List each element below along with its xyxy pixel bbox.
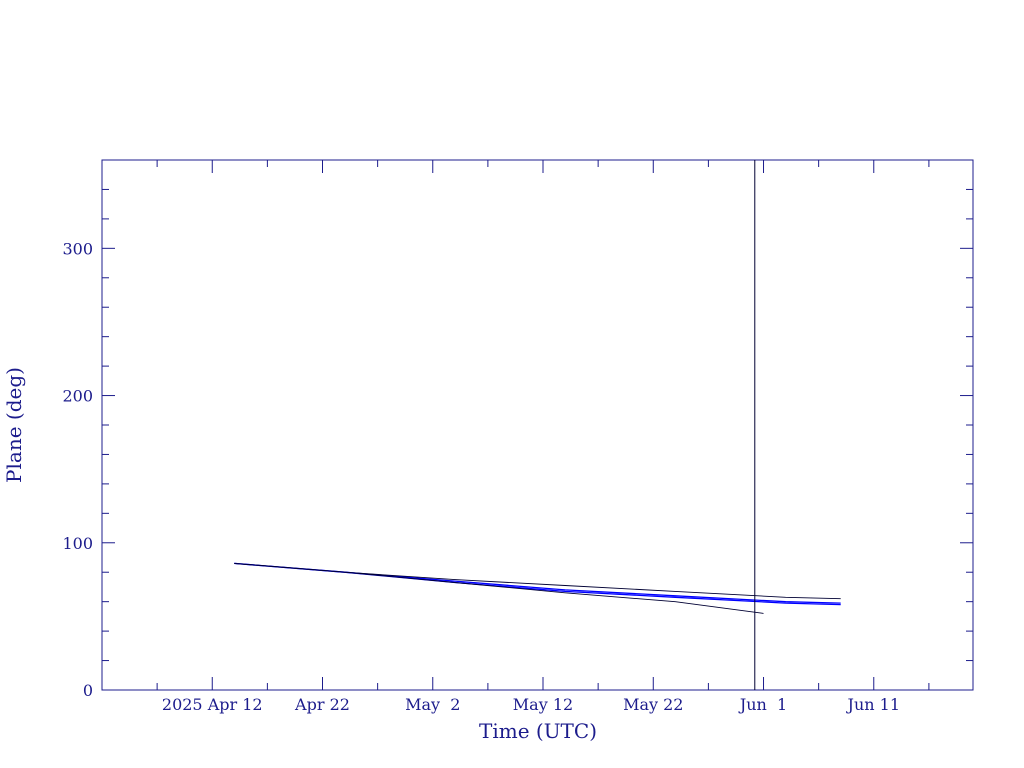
series-layer	[234, 562, 841, 614]
x-tick-label: May 22	[623, 695, 683, 714]
plot-frame	[101, 159, 974, 691]
x-tick-label: May 12	[513, 695, 573, 714]
series-line-4	[234, 562, 764, 614]
x-tick-label: Jun 1	[738, 695, 787, 714]
axis-ticks	[101, 159, 973, 691]
y-tick-label: 0	[83, 681, 93, 700]
y-axis-title: Plane (deg)	[2, 367, 26, 483]
series-line-3	[234, 562, 841, 600]
x-tick-label: 2025 Apr 12	[162, 695, 263, 714]
axis-tick-labels: 2025 Apr 12 Apr 22 May 2 May 12 May 22 Jun 1 J…	[62, 239, 900, 714]
y-tick-label: 100	[62, 534, 93, 553]
y-tick-label: 300	[62, 239, 93, 258]
x-tick-label: Jun 11	[846, 695, 900, 714]
series-line-1	[234, 562, 841, 604]
x-axis-title: Time (UTC)	[479, 719, 597, 743]
y-tick-label: 200	[62, 387, 93, 406]
x-tick-label: May 2	[405, 695, 460, 714]
x-tick-label: Apr 22	[294, 695, 350, 714]
